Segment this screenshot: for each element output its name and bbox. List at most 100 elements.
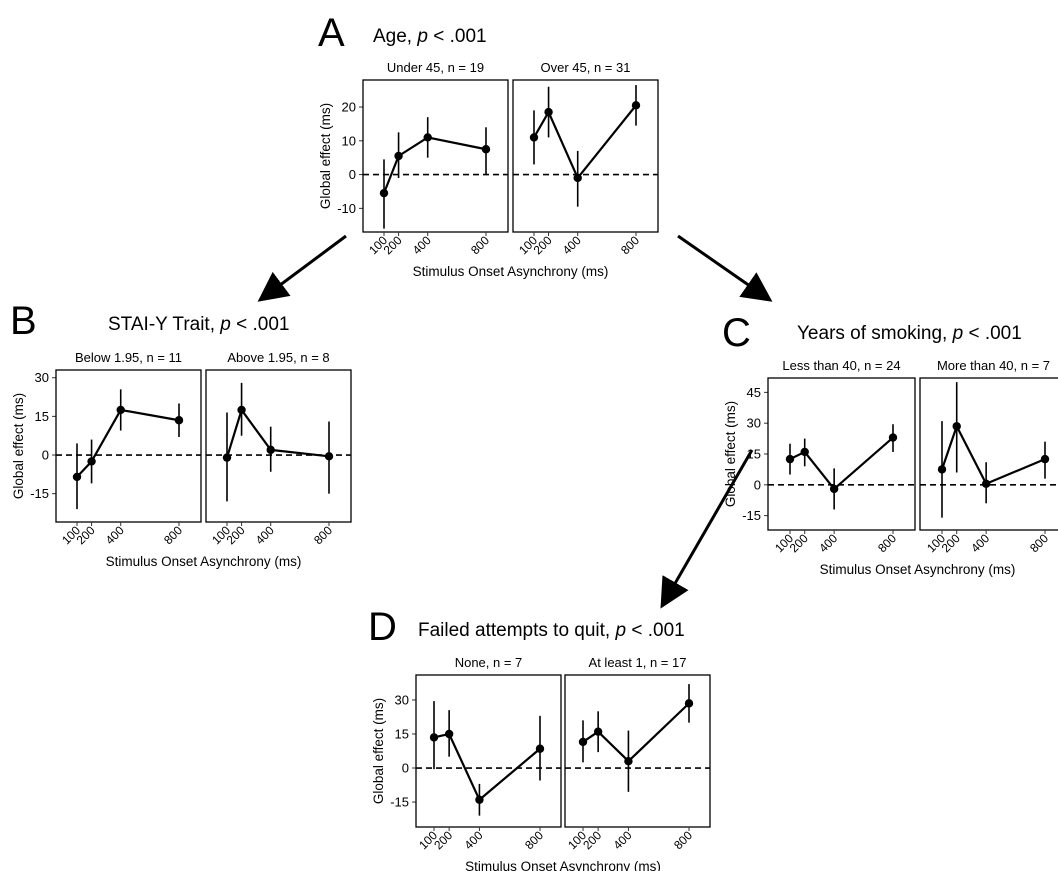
x-tick-label: 200	[224, 523, 248, 547]
series-line	[940, 425, 1046, 485]
series-line	[382, 136, 487, 194]
title-variable: STAI-Y Trait,	[108, 314, 220, 335]
x-axis-title: Stimulus Onset Asynchrony (ms)	[413, 264, 609, 279]
panel-b: B STAI-Y Trait, p < .001 Global effect (ms…	[10, 299, 352, 569]
facet-label: Below 1.95, n = 11	[75, 350, 182, 365]
data-point	[544, 107, 553, 117]
panel-c: C Years of smoking, p < .001 Global effect…	[722, 311, 1058, 577]
data-point	[573, 173, 582, 183]
title-variable: Age,	[373, 26, 417, 47]
data-point	[937, 465, 947, 474]
data-point	[116, 405, 125, 415]
x-tick-label: 400	[610, 828, 634, 852]
data-point	[72, 472, 82, 482]
y-tick-label: -15	[30, 486, 49, 501]
x-tick-label: 200	[74, 523, 98, 547]
x-tick-label: 400	[103, 523, 127, 547]
arrow-c-to-d	[660, 449, 754, 609]
data-point	[981, 479, 991, 488]
panel-a: A Age, p < .001 Global effect (ms) -10 0 10 20…	[318, 11, 659, 279]
y-axis-title: Global effect (ms)	[11, 393, 26, 499]
group-title: STAI-Y Trait, p < .001	[108, 314, 289, 335]
panel-d: D Failed attempts to quit, p < .001 Global…	[368, 605, 711, 871]
y-axis-title: Global effect (ms)	[723, 401, 738, 507]
x-tick-label: 800	[618, 233, 642, 257]
facet-label: Over 45, n = 31	[541, 60, 631, 75]
series-line	[789, 436, 894, 491]
title-variable: Failed attempts to quit,	[418, 620, 616, 641]
data-point	[888, 433, 898, 442]
title-variable: Years of smoking,	[797, 323, 953, 344]
y-tick-label: 15	[395, 726, 409, 741]
y-tick-label: 20	[342, 100, 356, 115]
x-tick-label: 400	[968, 531, 992, 555]
x-axis-title: Stimulus Onset Asynchrony (ms)	[465, 859, 661, 871]
data-point	[593, 727, 603, 736]
title-p-value: < .001	[626, 620, 685, 641]
data-point	[529, 133, 539, 142]
data-point	[87, 457, 96, 466]
facet-frame	[512, 79, 659, 233]
series-line	[225, 408, 330, 458]
facet-frame	[767, 377, 916, 531]
x-tick-label: 400	[410, 233, 434, 257]
y-tick-label: -15	[390, 795, 409, 810]
y-tick-label: 0	[402, 761, 409, 776]
title-p-value: < .001	[963, 323, 1022, 344]
x-tick-label: 400	[253, 523, 277, 547]
data-point	[952, 422, 961, 431]
y-axis-title: Global effect (ms)	[318, 103, 333, 209]
facet-frame	[362, 79, 509, 233]
series-line	[582, 702, 690, 763]
panel-letter: A	[318, 11, 345, 55]
data-point	[266, 445, 275, 455]
x-tick-label: 800	[1027, 531, 1051, 555]
data-point	[475, 795, 484, 804]
data-point	[222, 453, 232, 462]
y-tick-label: 45	[747, 385, 761, 400]
data-point	[423, 133, 432, 142]
x-tick-label: 800	[522, 828, 546, 852]
y-tick-label: -10	[337, 201, 356, 216]
arrow-a-to-b	[257, 234, 347, 302]
y-tick-label: 30	[747, 416, 761, 431]
data-point	[535, 744, 545, 753]
group-title: Failed attempts to quit, p < .001	[418, 620, 685, 641]
y-tick-label: 0	[754, 477, 761, 492]
facet-label: Less than 40, n = 24	[782, 358, 900, 373]
facet-label: At least 1, n = 17	[589, 655, 687, 670]
data-point	[631, 101, 641, 110]
facet-label: Under 45, n = 19	[387, 60, 484, 75]
facet-frame	[919, 377, 1058, 531]
y-tick-label: 0	[42, 448, 49, 463]
data-point	[785, 454, 795, 464]
panel-letter: C	[722, 311, 751, 355]
y-axis-title: Global effect (ms)	[371, 698, 386, 804]
x-tick-label: 800	[671, 828, 695, 852]
panel-letter: B	[10, 299, 37, 343]
facet-label: Above 1.95, n = 8	[227, 350, 329, 365]
title-p-value: < .001	[428, 26, 487, 47]
y-tick-label: -15	[742, 508, 761, 523]
x-tick-label: 400	[816, 531, 840, 555]
facet-frame	[55, 369, 202, 523]
title-p-symbol: p	[416, 26, 428, 47]
group-title: Age, p < .001	[373, 26, 487, 47]
y-tick-label: 15	[747, 447, 761, 462]
x-tick-label: 200	[381, 233, 405, 257]
title-p-value: < .001	[231, 314, 290, 335]
y-tick-label: 15	[35, 409, 49, 424]
facet-frame	[564, 674, 711, 828]
x-tick-label: 200	[787, 531, 811, 555]
facet-frame	[415, 674, 562, 828]
y-tick-label: 10	[342, 133, 356, 148]
data-point	[1040, 454, 1050, 464]
x-tick-label: 200	[580, 828, 604, 852]
data-point	[444, 729, 454, 739]
connector-arrows	[257, 234, 773, 609]
